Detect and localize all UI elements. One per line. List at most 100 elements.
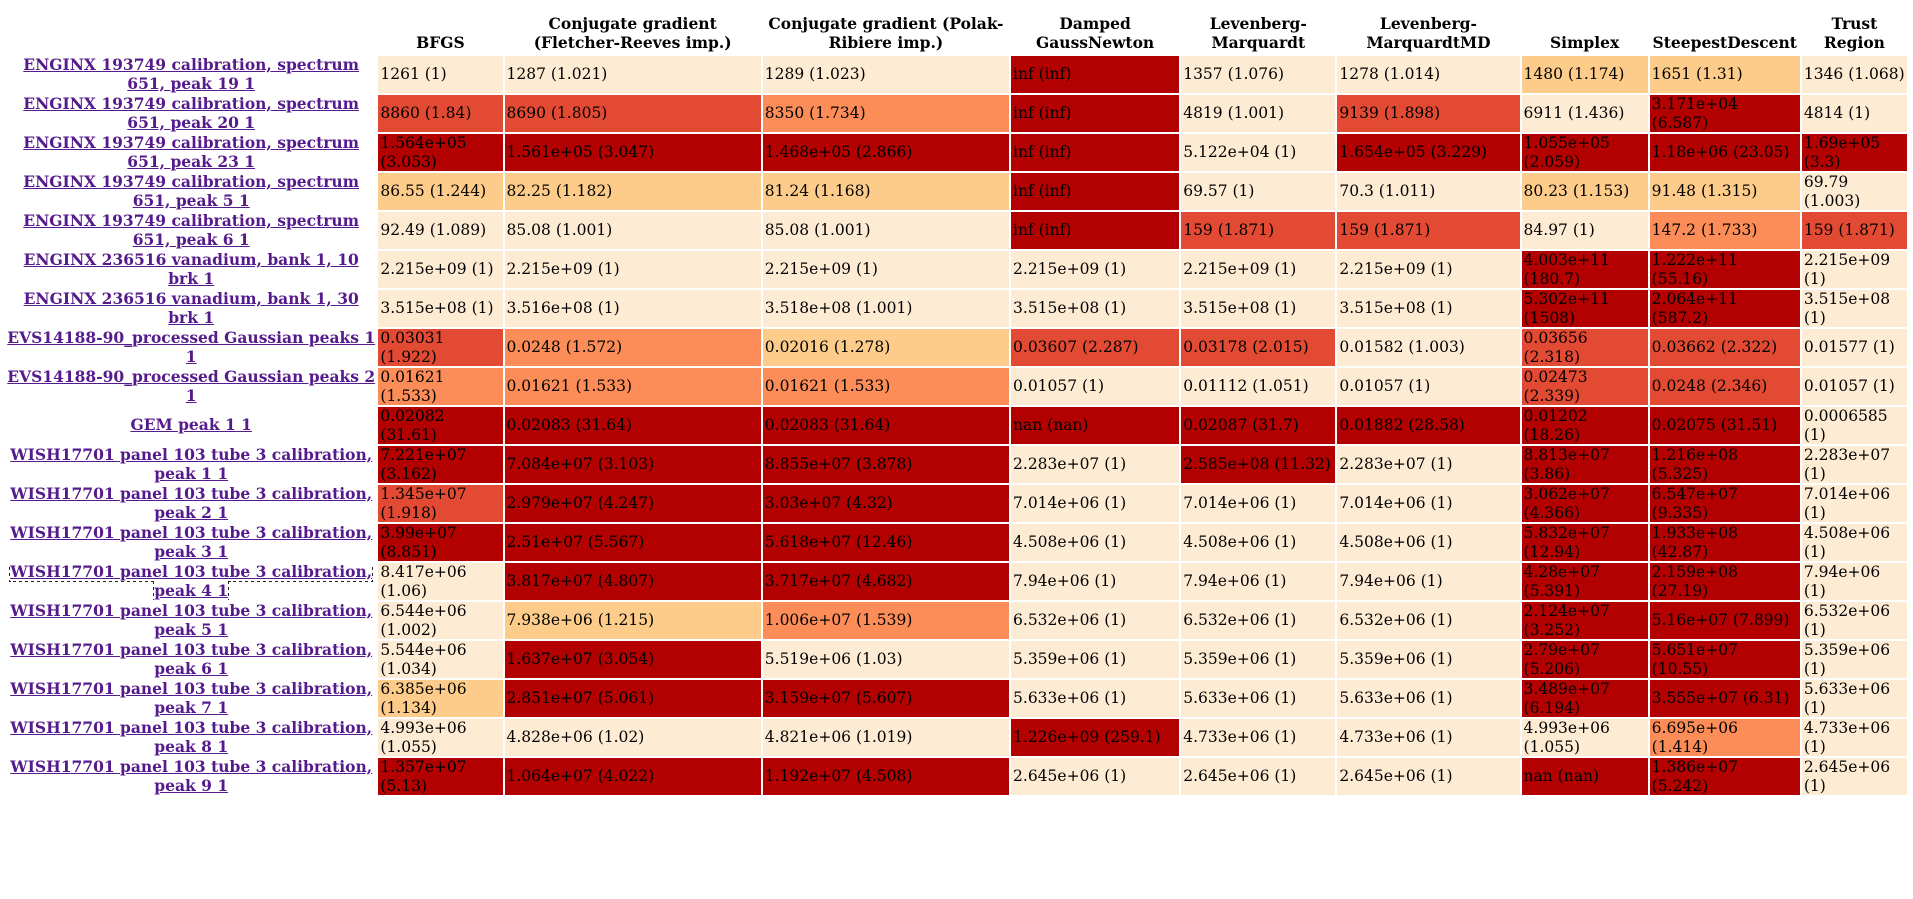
result-cell: 2.79e+07 (5.206) (1521, 641, 1648, 678)
result-cell: 1.637e+07 (3.054) (504, 641, 761, 678)
row-label-cell: WISH17701 panel 103 tube 3 calibration, … (6, 719, 376, 756)
result-cell: 8350 (1.734) (762, 95, 1010, 132)
result-cell: nan (nan) (1521, 758, 1648, 795)
problem-link[interactable]: EVS14188-90_processed Gaussian peaks 1 1 (7, 329, 376, 366)
result-cell: 2.851e+07 (5.061) (504, 680, 761, 717)
result-cell: 0.02083 (31.64) (762, 407, 1010, 444)
result-cell: 0.01112 (1.051) (1181, 368, 1336, 405)
table-row: WISH17701 panel 103 tube 3 calibration, … (6, 680, 1907, 717)
result-cell: 7.94e+06 (1) (1011, 563, 1180, 600)
row-label-cell: WISH17701 panel 103 tube 3 calibration, … (6, 602, 376, 639)
problem-link[interactable]: WISH17701 panel 103 tube 3 calibration, … (10, 524, 373, 561)
results-table: BFGS Conjugate gradient (Fletcher-Reeves … (4, 4, 1909, 797)
result-cell: 4.508e+06 (1) (1337, 524, 1520, 561)
problem-link[interactable]: ENGINX 193749 calibration, spectrum 651,… (23, 173, 360, 210)
result-cell: 0.01202 (18.26) (1521, 407, 1648, 444)
result-cell: 4.733e+06 (1) (1337, 719, 1520, 756)
result-cell: 1.064e+07 (4.022) (504, 758, 761, 795)
result-cell: 7.084e+07 (3.103) (504, 446, 761, 483)
result-cell: 7.221e+07 (3.162) (378, 446, 503, 483)
problem-link[interactable]: WISH17701 panel 103 tube 3 calibration, … (10, 758, 373, 795)
table-row: EVS14188-90_processed Gaussian peaks 1 1… (6, 329, 1907, 366)
column-header: Conjugate gradient (Fletcher-Reeves imp.… (533, 14, 732, 52)
result-cell: 0.03178 (2.015) (1181, 329, 1336, 366)
table-row: WISH17701 panel 103 tube 3 calibration, … (6, 485, 1907, 522)
result-cell: 5.651e+07 (10.55) (1649, 641, 1800, 678)
result-cell: 82.25 (1.182) (504, 173, 761, 210)
problem-link[interactable]: WISH17701 panel 103 tube 3 calibration, … (10, 641, 373, 678)
result-cell: 4.828e+06 (1.02) (504, 719, 761, 756)
row-label-cell: EVS14188-90_processed Gaussian peaks 1 1 (6, 329, 376, 366)
result-cell: 159 (1.871) (1801, 212, 1907, 249)
result-cell: 2.283e+07 (1) (1337, 446, 1520, 483)
result-cell: 4814 (1) (1801, 95, 1907, 132)
result-cell: 2.283e+07 (1) (1011, 446, 1180, 483)
result-cell: 4.733e+06 (1) (1801, 719, 1907, 756)
result-cell: 3.99e+07 (8.851) (378, 524, 503, 561)
problem-link[interactable]: WISH17701 panel 103 tube 3 calibration, … (10, 602, 373, 639)
result-cell: 1.192e+07 (4.508) (762, 758, 1010, 795)
result-cell: 2.645e+06 (1) (1801, 758, 1907, 795)
result-cell: 2.645e+06 (1) (1337, 758, 1520, 795)
table-row: WISH17701 panel 103 tube 3 calibration, … (6, 641, 1907, 678)
result-cell: 81.24 (1.168) (762, 173, 1010, 210)
problem-link[interactable]: ENGINX 236516 vanadium, bank 1, 30 brk 1 (23, 290, 359, 327)
result-cell: 0.01882 (28.58) (1337, 407, 1520, 444)
column-header: BFGS (416, 33, 465, 52)
result-cell: 159 (1.871) (1337, 212, 1520, 249)
result-cell: 8690 (1.805) (504, 95, 761, 132)
table-row: WISH17701 panel 103 tube 3 calibration, … (6, 524, 1907, 561)
result-cell: 1651 (1.31) (1649, 56, 1800, 93)
problem-link[interactable]: WISH17701 panel 103 tube 3 calibration, … (10, 680, 373, 717)
problem-link[interactable]: EVS14188-90_processed Gaussian peaks 2 1 (7, 368, 376, 405)
problem-link[interactable]: ENGINX 193749 calibration, spectrum 651,… (23, 212, 360, 249)
row-label-cell: ENGINX 193749 calibration, spectrum 651,… (6, 173, 376, 210)
problem-link[interactable]: ENGINX 193749 calibration, spectrum 651,… (23, 56, 360, 93)
result-cell: 3.817e+07 (4.807) (504, 563, 761, 600)
result-cell: 2.645e+06 (1) (1181, 758, 1336, 795)
result-cell: 0.01621 (1.533) (378, 368, 503, 405)
problem-link[interactable]: ENGINX 193749 calibration, spectrum 651,… (23, 134, 360, 171)
result-cell: 3.03e+07 (4.32) (762, 485, 1010, 522)
problem-link[interactable]: WISH17701 panel 103 tube 3 calibration, … (9, 563, 374, 600)
problem-link[interactable]: WISH17701 panel 103 tube 3 calibration, … (10, 719, 373, 756)
result-cell: inf (inf) (1011, 134, 1180, 171)
result-cell: 3.515e+08 (1) (378, 290, 503, 327)
result-cell: 0.01621 (1.533) (762, 368, 1010, 405)
result-cell: 7.014e+06 (1) (1801, 485, 1907, 522)
result-cell: 6.532e+06 (1) (1181, 602, 1336, 639)
problem-link[interactable]: GEM peak 1 1 (130, 415, 252, 435)
result-cell: 2.283e+07 (1) (1801, 446, 1907, 483)
result-cell: 5.633e+06 (1) (1337, 680, 1520, 717)
problem-link[interactable]: WISH17701 panel 103 tube 3 calibration, … (10, 485, 373, 522)
result-cell: 1.345e+07 (1.918) (378, 485, 503, 522)
result-cell: 1.468e+05 (2.866) (762, 134, 1010, 171)
result-cell: 6.385e+06 (1.134) (378, 680, 503, 717)
result-cell: 8.417e+06 (1.06) (378, 563, 503, 600)
result-cell: 0.02087 (31.7) (1181, 407, 1336, 444)
result-cell: 1.216e+08 (5.325) (1649, 446, 1800, 483)
result-cell: 8860 (1.84) (378, 95, 503, 132)
result-cell: 5.122e+04 (1) (1181, 134, 1336, 171)
result-cell: 5.359e+06 (1) (1801, 641, 1907, 678)
result-cell: 4.993e+06 (1.055) (1521, 719, 1648, 756)
result-cell: 0.01057 (1) (1801, 368, 1907, 405)
result-cell: 9139 (1.898) (1337, 95, 1520, 132)
row-label-cell: ENGINX 236516 vanadium, bank 1, 30 brk 1 (6, 290, 376, 327)
result-cell: 4819 (1.001) (1181, 95, 1336, 132)
result-cell: 5.302e+11 (1508) (1521, 290, 1648, 327)
result-cell: 2.215e+09 (1) (1181, 251, 1336, 288)
problem-link[interactable]: ENGINX 193749 calibration, spectrum 651,… (23, 95, 360, 132)
result-cell: 5.618e+07 (12.46) (762, 524, 1010, 561)
problem-link[interactable]: ENGINX 236516 vanadium, bank 1, 10 brk 1 (23, 251, 359, 288)
result-cell: 1.222e+11 (55.16) (1649, 251, 1800, 288)
result-cell: 2.585e+08 (11.32) (1181, 446, 1336, 483)
result-cell: 1.226e+09 (259.1) (1011, 719, 1180, 756)
result-cell: 1346 (1.068) (1801, 56, 1907, 93)
row-label-cell: WISH17701 panel 103 tube 3 calibration, … (6, 680, 376, 717)
result-cell: 0.03031 (1.922) (378, 329, 503, 366)
result-cell: 5.633e+06 (1) (1181, 680, 1336, 717)
result-cell: 7.94e+06 (1) (1337, 563, 1520, 600)
problem-link[interactable]: WISH17701 panel 103 tube 3 calibration, … (10, 446, 373, 483)
result-cell: 2.979e+07 (4.247) (504, 485, 761, 522)
